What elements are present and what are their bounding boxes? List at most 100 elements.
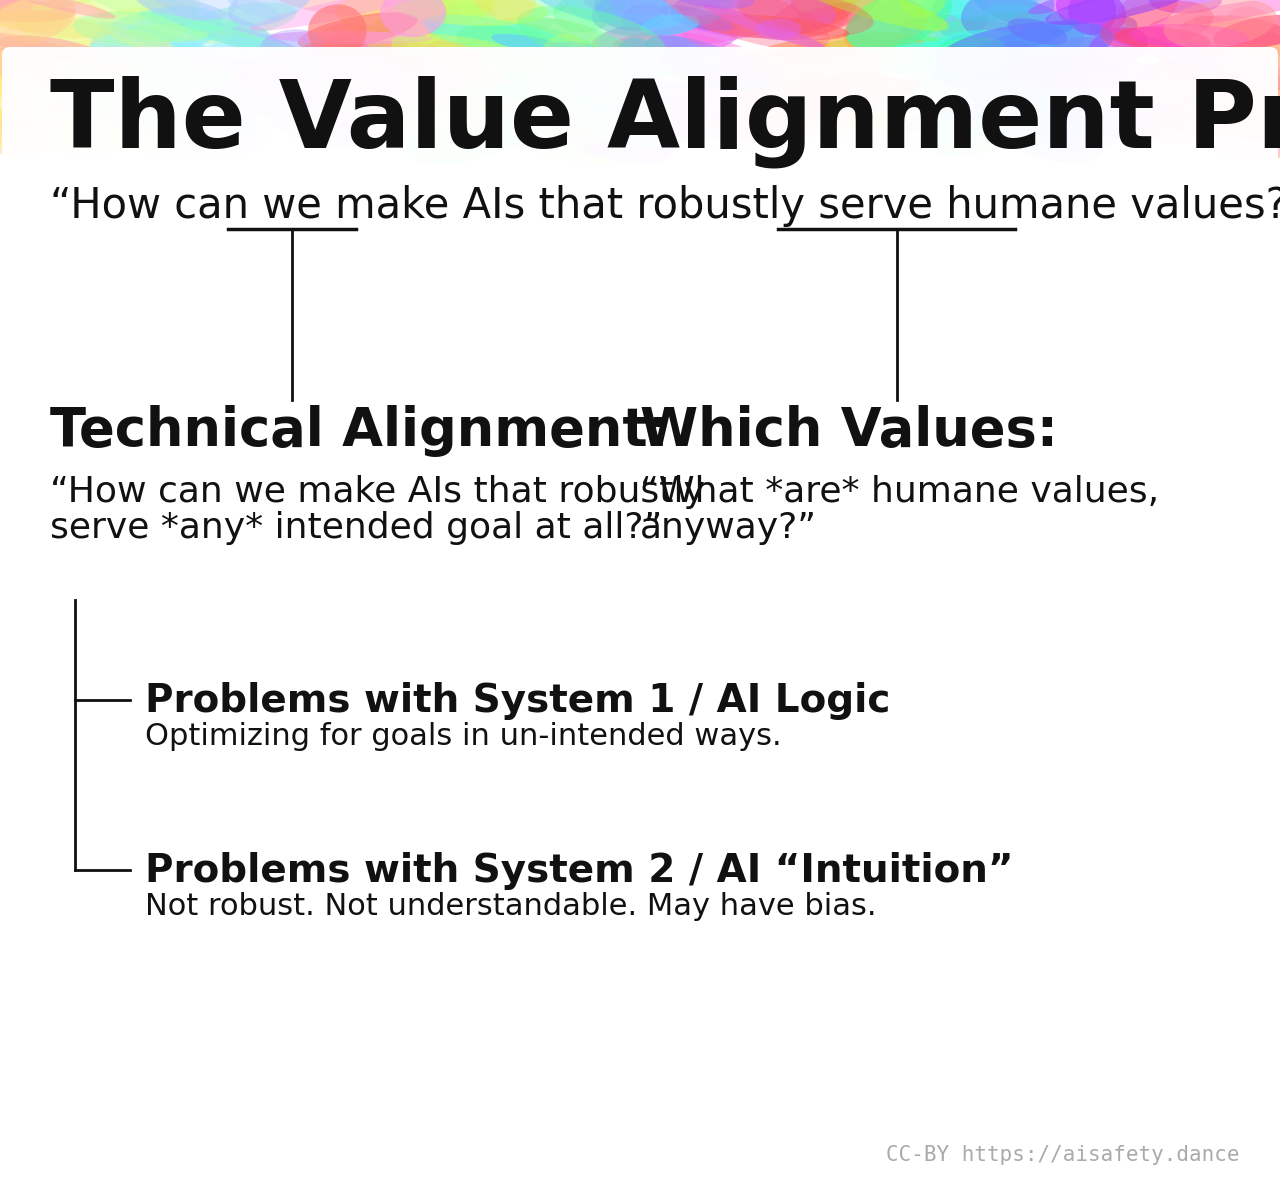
- Text: Which Values:: Which Values:: [640, 404, 1057, 457]
- Ellipse shape: [392, 34, 543, 76]
- Ellipse shape: [1089, 16, 1138, 40]
- Ellipse shape: [0, 48, 44, 101]
- Ellipse shape: [186, 2, 297, 40]
- Text: Optimizing for goals in un-intended ways.: Optimizing for goals in un-intended ways…: [145, 722, 782, 751]
- Ellipse shape: [97, 22, 211, 54]
- Ellipse shape: [591, 0, 732, 36]
- Ellipse shape: [543, 104, 673, 163]
- Ellipse shape: [406, 102, 543, 164]
- Ellipse shape: [742, 76, 919, 108]
- Ellipse shape: [737, 0, 873, 36]
- Ellipse shape: [881, 12, 1039, 67]
- Ellipse shape: [152, 0, 237, 20]
- Ellipse shape: [608, 92, 751, 145]
- Ellipse shape: [1028, 0, 1116, 14]
- Ellipse shape: [138, 110, 259, 138]
- Ellipse shape: [577, 97, 745, 155]
- Ellipse shape: [755, 18, 801, 41]
- Ellipse shape: [1219, 40, 1280, 106]
- Ellipse shape: [652, 84, 781, 125]
- Ellipse shape: [64, 54, 243, 97]
- Ellipse shape: [192, 53, 244, 95]
- Ellipse shape: [668, 53, 806, 95]
- Ellipse shape: [388, 55, 461, 83]
- Ellipse shape: [187, 54, 329, 94]
- Ellipse shape: [541, 60, 708, 115]
- Ellipse shape: [488, 36, 561, 80]
- Ellipse shape: [0, 107, 76, 152]
- Ellipse shape: [1068, 0, 1116, 36]
- Ellipse shape: [352, 41, 471, 76]
- Ellipse shape: [285, 114, 357, 138]
- Ellipse shape: [32, 0, 118, 11]
- Ellipse shape: [1204, 44, 1280, 61]
- Ellipse shape: [1137, 60, 1201, 110]
- Ellipse shape: [539, 59, 607, 110]
- Ellipse shape: [975, 52, 1075, 92]
- Ellipse shape: [783, 98, 823, 132]
- FancyBboxPatch shape: [3, 47, 1277, 1193]
- Ellipse shape: [918, 113, 1032, 155]
- Ellipse shape: [864, 10, 947, 38]
- Ellipse shape: [1213, 14, 1280, 49]
- Ellipse shape: [378, 0, 458, 44]
- Ellipse shape: [506, 92, 617, 143]
- Ellipse shape: [795, 0, 863, 16]
- Ellipse shape: [1048, 102, 1106, 139]
- Ellipse shape: [539, 54, 621, 80]
- Ellipse shape: [0, 35, 137, 89]
- Ellipse shape: [938, 37, 1005, 58]
- Ellipse shape: [298, 12, 417, 50]
- Ellipse shape: [380, 0, 447, 37]
- Ellipse shape: [1088, 28, 1148, 67]
- Ellipse shape: [932, 0, 989, 40]
- Ellipse shape: [1107, 98, 1256, 133]
- Ellipse shape: [65, 0, 206, 30]
- Ellipse shape: [142, 0, 201, 28]
- Ellipse shape: [535, 64, 620, 103]
- Ellipse shape: [91, 91, 243, 139]
- Text: The Value Alignment Problem:: The Value Alignment Problem:: [50, 74, 1280, 168]
- Ellipse shape: [408, 0, 498, 14]
- Ellipse shape: [365, 0, 494, 52]
- Ellipse shape: [129, 64, 291, 94]
- Ellipse shape: [972, 98, 1115, 151]
- Ellipse shape: [645, 36, 774, 95]
- Ellipse shape: [591, 18, 739, 60]
- Ellipse shape: [1042, 97, 1108, 151]
- Ellipse shape: [493, 17, 650, 84]
- Ellipse shape: [140, 12, 308, 59]
- Ellipse shape: [324, 60, 417, 95]
- Text: “How can we make AIs that robustly: “How can we make AIs that robustly: [50, 475, 705, 509]
- Ellipse shape: [424, 14, 593, 66]
- Ellipse shape: [0, 108, 46, 156]
- Text: Not robust. Not understandable. May have bias.: Not robust. Not understandable. May have…: [145, 892, 877, 922]
- Text: “How can we make AIs that robustly serve humane values?”: “How can we make AIs that robustly serve…: [50, 185, 1280, 227]
- Ellipse shape: [1188, 110, 1280, 137]
- Ellipse shape: [125, 24, 209, 42]
- Ellipse shape: [736, 52, 914, 71]
- Ellipse shape: [233, 49, 412, 104]
- Ellipse shape: [947, 0, 1038, 22]
- Ellipse shape: [847, 76, 1005, 131]
- Ellipse shape: [316, 35, 442, 74]
- Ellipse shape: [1193, 16, 1280, 55]
- Ellipse shape: [660, 5, 733, 31]
- Ellipse shape: [938, 30, 1016, 48]
- Ellipse shape: [429, 41, 480, 59]
- Ellipse shape: [1222, 6, 1276, 52]
- Ellipse shape: [618, 82, 721, 108]
- Ellipse shape: [1038, 37, 1107, 77]
- Ellipse shape: [964, 77, 1064, 114]
- Ellipse shape: [613, 20, 777, 49]
- Ellipse shape: [362, 66, 402, 91]
- Text: Problems with System 2 / AI “Intuition”: Problems with System 2 / AI “Intuition”: [145, 852, 1014, 890]
- Ellipse shape: [474, 0, 536, 20]
- Ellipse shape: [594, 0, 668, 31]
- Ellipse shape: [38, 86, 143, 106]
- Ellipse shape: [227, 0, 280, 19]
- Ellipse shape: [358, 49, 484, 112]
- Ellipse shape: [474, 103, 632, 164]
- Ellipse shape: [140, 58, 260, 90]
- Ellipse shape: [1262, 82, 1280, 125]
